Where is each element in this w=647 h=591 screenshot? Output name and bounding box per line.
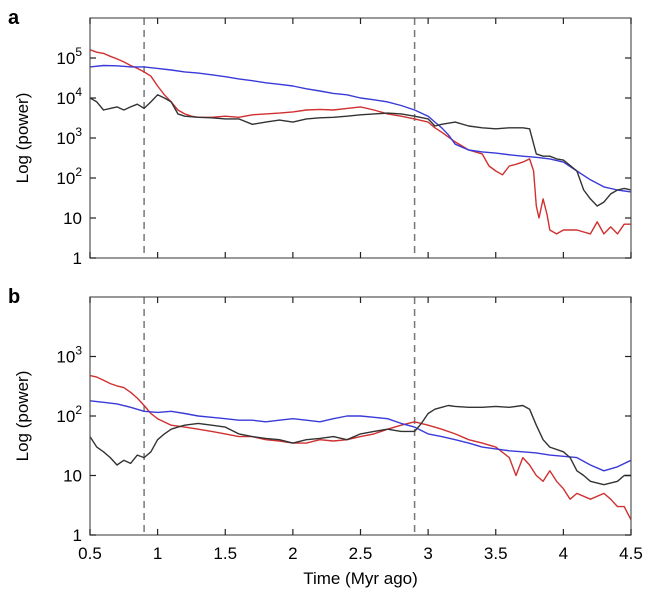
series-line-black (90, 94, 631, 207)
y-tick-base: 10 (56, 407, 75, 426)
y-tick-base: 10 (56, 89, 75, 108)
y-tick-label: 10 (63, 209, 82, 228)
series-line-red (90, 49, 631, 235)
x-tick-label: 3.5 (484, 544, 508, 563)
y-axis-label: Log (power) (13, 93, 32, 184)
x-tick-label: 4 (559, 544, 568, 563)
y-tick-label: 105 (56, 45, 82, 68)
y-tick-label: 103 (56, 344, 82, 367)
y-tick-label: 103 (56, 125, 82, 148)
y-tick-label: 1 (73, 249, 82, 268)
y-axis-label: Log (power) (13, 371, 32, 462)
y-tick-base: 10 (56, 129, 75, 148)
y-tick-base: 10 (56, 169, 75, 188)
x-tick-label: 1.5 (213, 544, 237, 563)
y-tick-base: 10 (56, 348, 75, 367)
y-tick-label: 102 (56, 165, 82, 188)
y-tick-exponent: 2 (75, 165, 82, 179)
y-tick-exponent: 3 (75, 344, 82, 358)
y-tick-label: 10 (63, 467, 82, 486)
x-tick-label: 4.5 (619, 544, 643, 563)
y-tick-label: 104 (56, 85, 82, 108)
series-line-blue (90, 64, 631, 193)
x-tick-label: 3 (423, 544, 432, 563)
y-tick-exponent: 3 (75, 125, 82, 139)
series-line-black (90, 404, 631, 486)
y-tick-base: 10 (56, 49, 75, 68)
y-tick-exponent: 5 (75, 45, 82, 59)
y-tick-exponent: 2 (75, 403, 82, 417)
x-tick-label: 2.5 (349, 544, 373, 563)
plot-frame (89, 17, 632, 259)
y-tick-label: 102 (56, 403, 82, 426)
x-tick-label: 0.5 (78, 544, 102, 563)
panel-letter: a (8, 7, 20, 29)
x-tick-label: 2 (288, 544, 297, 563)
x-axis-label: Time (Myr ago) (303, 569, 418, 588)
x-tick-label: 1 (153, 544, 162, 563)
series-line-blue (90, 400, 631, 472)
series-line-red (90, 374, 631, 521)
y-tick-label: 1 (73, 526, 82, 545)
panel-letter: b (8, 286, 20, 308)
y-tick-exponent: 4 (75, 85, 82, 99)
